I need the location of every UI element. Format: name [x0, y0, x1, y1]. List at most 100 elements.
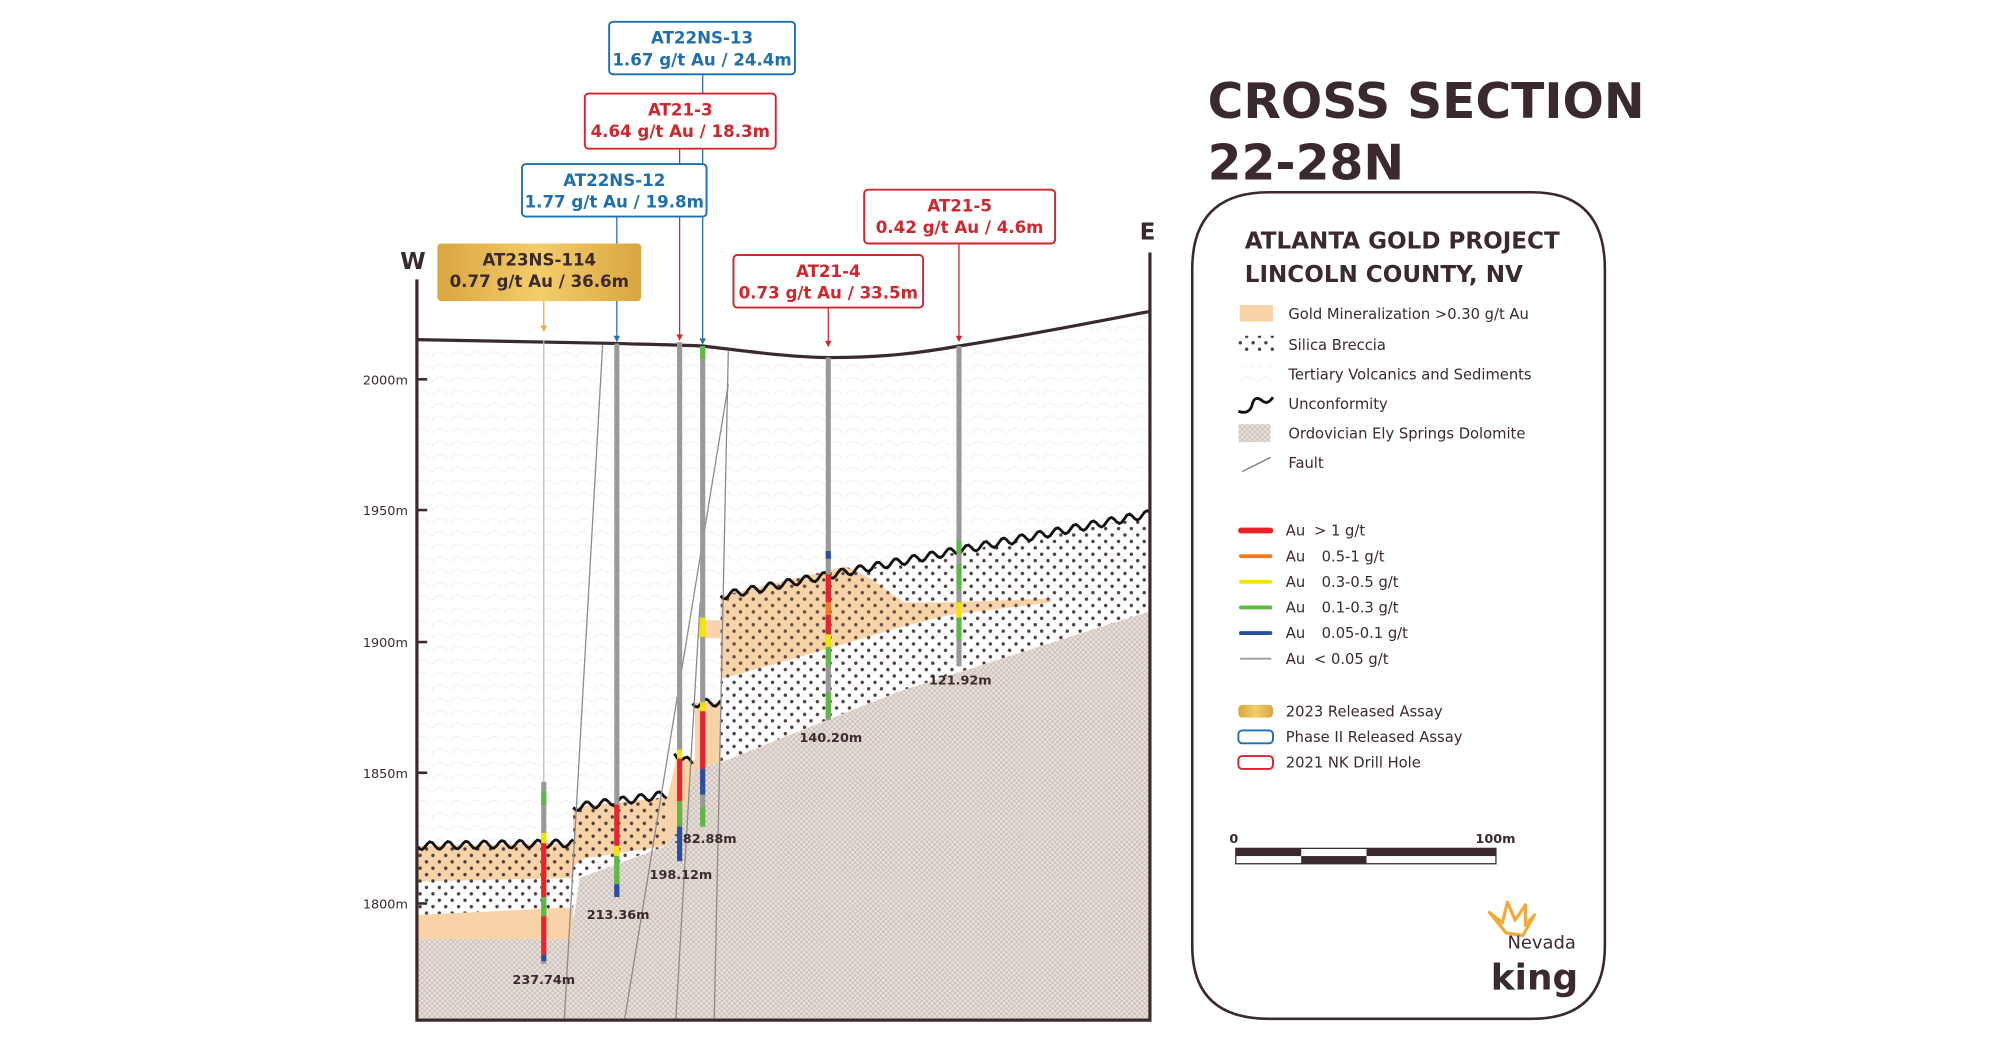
assay-label: 2023 Released Assay — [1286, 703, 1443, 720]
legend-unit-label: Fault — [1288, 455, 1324, 472]
hole-depth-label: 237.74m — [512, 973, 575, 988]
drill-hole-at22ns-12[interactable]: 213.36m — [587, 343, 650, 923]
elevation-label: 2000m — [363, 373, 408, 388]
grade-prefix: Au — [1286, 523, 1305, 540]
callout-at21-4[interactable]: AT21-4 0.73 g/t Au / 33.5m — [732, 254, 925, 348]
drill-hole-at21-3[interactable]: 198.12m — [650, 342, 713, 883]
gold-box-icon — [1238, 704, 1273, 718]
grade-label: < 0.05 g/t — [1314, 651, 1389, 668]
nevada-king-logo: Nevada king — [1487, 900, 1578, 998]
legend-title-2: LINCOLN COUNTY, NV — [1245, 262, 1523, 288]
legend-item-volcanics: Tertiary Volcanics and Sediments — [1238, 365, 1532, 384]
volcanics-swatch-icon — [1238, 365, 1275, 384]
silica-breccia-unit — [573, 797, 667, 878]
legend-item-unconformity: Unconformity — [1237, 396, 1388, 414]
fault-line — [563, 343, 604, 1021]
geology-section — [415, 309, 1151, 1021]
fault-line — [713, 351, 729, 1021]
blue-box-icon — [1237, 729, 1274, 745]
grade-label: 0.05-0.1 g/t — [1322, 625, 1408, 642]
callout-at21-5[interactable]: AT21-5 0.42 g/t Au / 4.6m — [863, 188, 1057, 343]
silica-breccia-unit — [720, 566, 1052, 680]
unconformity-lines — [415, 509, 1151, 852]
grade-prefix: Au — [1286, 548, 1305, 565]
callout-box — [732, 254, 925, 309]
fault-line — [623, 384, 729, 1021]
elevation-label: 1800m — [363, 898, 408, 913]
legend-item-dolomite: Ordovician Ely Springs Dolomite — [1238, 424, 1525, 442]
callout-hole-name: AT21-3 — [648, 100, 713, 119]
callout-box — [863, 188, 1057, 245]
grade-label: 0.3-0.5 g/t — [1322, 574, 1399, 591]
fault-icon — [1241, 456, 1271, 473]
scale-end: 100m — [1475, 832, 1515, 847]
dolomite-swatch-icon — [1238, 424, 1271, 443]
drill-callouts: AT22NS-13 1.67 g/t Au / 24.4m AT21-3 4.64 g… — [437, 20, 1057, 348]
elevation-label: 1950m — [363, 504, 408, 519]
arrow-down-icon — [699, 338, 706, 345]
west-label: W — [400, 249, 425, 275]
red-box-icon — [1237, 755, 1274, 770]
section-frame — [415, 252, 1152, 1022]
unconformity-line — [415, 838, 575, 852]
callout-result: 0.42 g/t Au / 4.6m — [876, 218, 1044, 237]
callout-at22ns-12[interactable]: AT22NS-12 1.77 g/t Au / 19.8m — [521, 163, 708, 343]
callout-result: 1.67 g/t Au / 24.4m — [612, 50, 791, 69]
callout-hole-name: AT22NS-13 — [651, 29, 753, 48]
drill-hole-at21-5[interactable]: 121.92m — [929, 346, 992, 688]
mineralization-swatch-icon — [1239, 305, 1273, 322]
elevation-axis: 2000m 1950m 1900m 1850m 1800m — [363, 373, 428, 913]
grade-prefix: Au — [1286, 651, 1305, 668]
elevation-label: 1850m — [363, 767, 408, 782]
title-line-1: CROSS SECTION — [1208, 74, 1645, 130]
hole-depth-label: 198.12m — [650, 868, 713, 883]
legend-grade-item: Au > 1 g/t — [1238, 523, 1365, 540]
legend-grade-item: Au 0.5-1 g/t — [1239, 548, 1385, 565]
legend-title-1: ATLANTA GOLD PROJECT — [1245, 229, 1560, 255]
fault-line — [675, 602, 701, 1021]
logo-nevada: Nevada — [1507, 932, 1575, 953]
crown-icon — [1487, 900, 1536, 938]
arrow-down-icon — [955, 335, 963, 343]
unconformity-line — [572, 790, 668, 812]
unconformity-icon — [1237, 396, 1275, 414]
callout-result: 0.77 g/t Au / 36.6m — [450, 272, 629, 291]
assay-label: Phase II Released Assay — [1286, 729, 1463, 746]
legend-assay-item: 2021 NK Drill Hole — [1237, 755, 1421, 772]
drill-hole-at22ns-13[interactable]: 182.88m — [674, 346, 737, 847]
callout-result: 0.73 g/t Au / 33.5m — [739, 284, 918, 303]
topography-line — [416, 309, 1151, 360]
grade-prefix: Au — [1286, 600, 1305, 617]
hole-depth-label: 213.36m — [587, 908, 650, 923]
callout-at23ns-114[interactable]: AT23NS-114 0.77 g/t Au / 36.6m — [437, 243, 642, 332]
title-line-2: 22-28N — [1208, 135, 1404, 191]
drill-holes: 182.88m 198.12m 213.36m 237.74m 121.92m 140.2… — [512, 339, 992, 989]
legend-grade-item: Au 0.05-0.1 g/t — [1239, 625, 1408, 642]
drill-hole-at21-4[interactable]: 140.20m — [799, 357, 862, 746]
unconformity-line — [691, 697, 722, 709]
drill-hole-at23ns-114[interactable]: 237.74m — [512, 339, 575, 989]
legend-item-mineralization: Gold Mineralization >0.30 g/t Au — [1239, 305, 1529, 323]
mineralization-zone — [416, 907, 574, 940]
legend-unit-label: Gold Mineralization >0.30 g/t Au — [1288, 306, 1528, 323]
arrow-down-icon — [613, 335, 621, 343]
grade-prefix: Au — [1286, 625, 1305, 642]
legend-item-fault: Fault — [1241, 455, 1324, 473]
legend-assay-item: Phase II Released Assay — [1237, 729, 1463, 746]
callout-hole-name: AT21-4 — [796, 262, 861, 281]
callout-result: 4.64 g/t Au / 18.3m — [591, 122, 770, 141]
callout-at21-3[interactable]: AT21-3 4.64 g/t Au / 18.3m — [583, 92, 777, 341]
legend-unit-label: Silica Breccia — [1288, 337, 1386, 354]
logo-king: king — [1491, 957, 1578, 998]
arrow-down-icon — [540, 325, 547, 332]
hole-depth-label: 140.20m — [799, 731, 862, 746]
callout-at22ns-13[interactable]: AT22NS-13 1.67 g/t Au / 24.4m — [608, 20, 796, 345]
legend-assay-item: 2023 Released Assay — [1238, 703, 1443, 720]
east-label: E — [1140, 220, 1156, 246]
grade-label: > 1 g/t — [1314, 523, 1365, 540]
scale-start: 0 — [1229, 832, 1238, 847]
legend-grade-item: Au 0.1-0.3 g/t — [1239, 600, 1399, 617]
legend-unit-label: Ordovician Ely Springs Dolomite — [1288, 425, 1525, 442]
legend-grade-item: Au < 0.05 g/t — [1239, 651, 1389, 668]
callout-box — [608, 20, 796, 76]
